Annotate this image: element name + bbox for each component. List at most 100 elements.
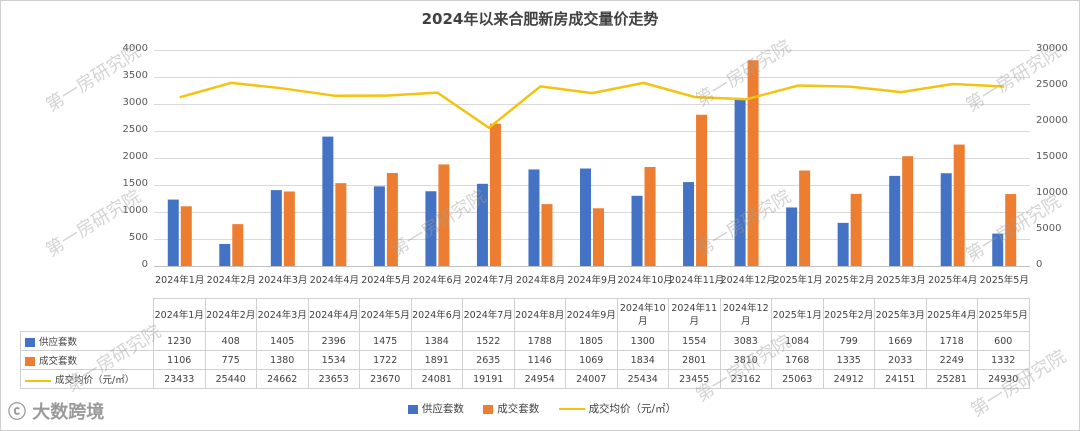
bar-supply <box>476 183 488 266</box>
table-cell: 24007 <box>565 369 618 389</box>
bar-supply <box>940 173 952 266</box>
legend-price: 成交均价（元/㎡） <box>555 403 676 415</box>
legend-deals: 成交套数 <box>479 403 539 415</box>
table-header-cell: 2024年2月 <box>204 298 257 332</box>
table-cell: 1335 <box>822 350 875 370</box>
bar-deals <box>593 208 604 266</box>
table-cell: 2033 <box>874 350 927 370</box>
bar-supply <box>373 186 385 266</box>
bar-supply <box>837 222 849 266</box>
table-cell: 799 <box>822 331 875 351</box>
table-cell: 1146 <box>513 350 566 370</box>
table-header-cell: 2024年11 月 <box>668 298 721 332</box>
legend-supply: 供应套数 <box>404 403 464 415</box>
table-cell: 24912 <box>822 369 875 389</box>
table-row-label: 成交均价（元/㎡） <box>20 369 154 389</box>
table-cell: 23162 <box>719 369 772 389</box>
x-tick-label: 2025年3月 <box>876 275 926 286</box>
y-right-tick: 10000 <box>1036 187 1068 198</box>
table-cell: 1891 <box>410 350 463 370</box>
table-cell: 1300 <box>616 331 669 351</box>
bar-deals <box>953 144 965 266</box>
table-cell: 24954 <box>513 369 566 389</box>
y-left-tick: 3000 <box>122 97 148 108</box>
table-cell: 25063 <box>771 369 824 389</box>
table-cell: 1380 <box>256 350 309 370</box>
x-tick-label: 2024年3月 <box>258 275 308 286</box>
y-left-tick: 0 <box>141 259 148 270</box>
table-header-cell: 2025年2月 <box>822 298 875 332</box>
gridline <box>154 185 1030 186</box>
y-left-tick: 3500 <box>122 70 148 81</box>
table-header-cell: 2025年4月 <box>925 298 978 332</box>
x-tick-label: 2024年6月 <box>412 275 463 286</box>
y-right-tick: 15000 <box>1036 151 1068 162</box>
table-cell: 1405 <box>256 331 309 351</box>
bar-supply <box>734 99 746 266</box>
table-cell: 1084 <box>771 331 824 351</box>
line-avg-price <box>179 81 1005 130</box>
bar-deals <box>232 224 244 266</box>
bar-deals <box>386 173 398 266</box>
table-row: 成交套数 1106 775 1380 1534 1722 1891 2635 1146 1069 1… <box>20 350 1030 370</box>
bar-deals <box>180 206 192 266</box>
table-header-cell: 2024年9月 <box>565 298 618 332</box>
legend-deals-label: 成交套数 <box>497 403 540 415</box>
table-cell: 1834 <box>616 350 669 370</box>
table-header-cell: 2025年5月 <box>977 298 1030 332</box>
x-tick-label: 2024年9月 <box>567 275 617 286</box>
table-cell: 1788 <box>513 331 566 351</box>
y-left-tick: 2500 <box>122 124 148 135</box>
x-tick-label: 2024年7月 <box>464 275 514 286</box>
bar-deals <box>489 123 501 267</box>
bar-supply <box>786 207 798 266</box>
y-right-tick: 25000 <box>1036 79 1068 90</box>
bar-supply <box>889 175 901 266</box>
bar-deals <box>438 164 450 266</box>
table-header-cell: 2024年6月 <box>410 298 463 332</box>
table-cell: 23433 <box>153 369 206 389</box>
gridline <box>154 212 1030 213</box>
table-header-cell: 2025年3月 <box>874 298 927 332</box>
y-right-tick: 30000 <box>1036 43 1068 54</box>
bar-supply <box>167 199 179 266</box>
table-cell: 19191 <box>462 369 515 389</box>
bar-supply <box>528 169 540 266</box>
table-header-cell: 2024年5月 <box>359 298 412 332</box>
bar-supply <box>425 191 437 266</box>
y-left-tick: 500 <box>128 232 148 243</box>
bar-deals <box>335 183 347 266</box>
x-tick-label: 2024年10月 <box>617 275 673 286</box>
x-axis-line <box>154 266 1030 267</box>
bar-deals <box>283 191 295 266</box>
gridline <box>154 104 1030 105</box>
table-cell: 1718 <box>925 331 978 351</box>
table-cell: 23455 <box>668 369 721 389</box>
table-cell: 2635 <box>462 350 515 370</box>
gridline <box>154 77 1030 78</box>
table-cell: 23670 <box>359 369 412 389</box>
bar-deals <box>747 60 759 267</box>
bar-deals <box>541 204 553 266</box>
x-tick-label: 2025年4月 <box>928 275 978 286</box>
table-row: 成交均价（元/㎡） 23433 25440 24662 23653 23670 24081 1… <box>20 369 1030 389</box>
table-cell: 2249 <box>925 350 978 370</box>
bar-deals <box>902 156 914 266</box>
table-header-cell: 2024年10 月 <box>616 298 669 332</box>
bar-supply <box>992 233 1004 266</box>
bar-supply <box>219 243 231 266</box>
table-cell: 1805 <box>565 331 618 351</box>
bar-supply <box>270 190 282 266</box>
table-cell: 24151 <box>874 369 927 389</box>
table-header-cell: 2024年3月 <box>256 298 309 332</box>
x-tick-label: 2024年8月 <box>515 275 566 286</box>
brand-logo-text: 大数跨境 <box>32 402 105 423</box>
bar-deals <box>850 193 862 266</box>
x-tick-label: 2025年5月 <box>979 275 1029 286</box>
y-right-tick: 0 <box>1036 259 1043 270</box>
gridline <box>154 239 1030 240</box>
brand-logo: ⓒ 大数跨境 <box>8 402 105 423</box>
table-cell: 775 <box>204 350 257 370</box>
bar-deals <box>799 170 811 266</box>
table-header-cell: 2024年12 月 <box>719 298 772 332</box>
